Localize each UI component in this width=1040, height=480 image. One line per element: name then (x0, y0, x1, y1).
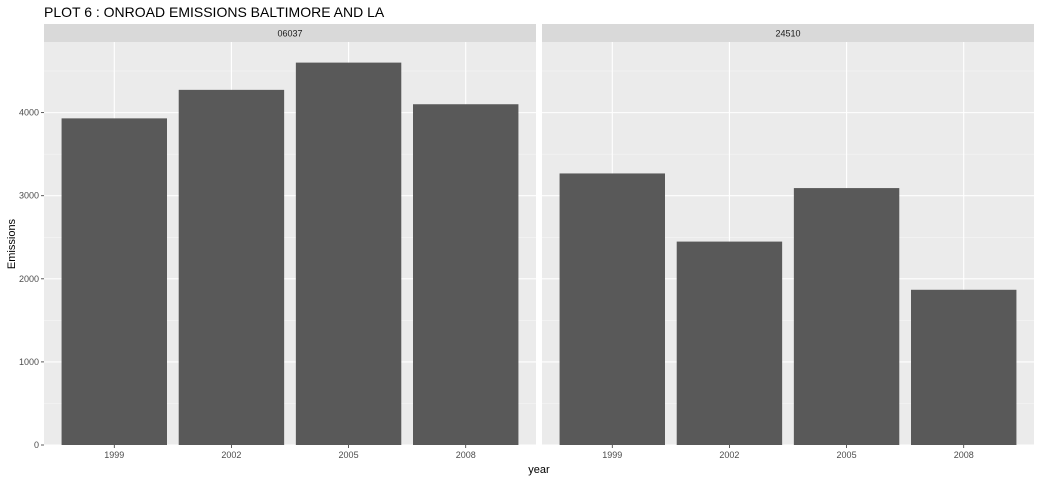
x-tick-label: 1999 (104, 450, 124, 460)
facet-strip (44, 24, 536, 42)
y-tick-label: 3000 (19, 191, 39, 201)
y-tick-label: 1000 (19, 357, 39, 367)
plot-area: 06037 1999 2002 2005 2008 24510 1999 2002 2005 20… (19, 24, 1034, 460)
x-tick-label: 2008 (954, 450, 974, 460)
y-tick-label: 0 (34, 440, 39, 450)
bar-24510-1999 (559, 173, 665, 445)
x-tick-label: 2005 (837, 450, 857, 460)
x-tick-label: 2002 (221, 450, 241, 460)
bar-06037-2005 (295, 62, 402, 446)
x-tick-label: 2005 (339, 450, 359, 460)
facet-strip-label: 06037 (277, 29, 302, 39)
x-tick-label: 1999 (602, 450, 622, 460)
y-tick-label: 2000 (19, 274, 39, 284)
y-tick-label: 4000 (19, 108, 39, 118)
y-axis-title: Emissions (6, 218, 18, 269)
chart-title: PLOT 6 : ONROAD EMISSIONS BALTIMORE AND … (44, 4, 385, 20)
bar-24510-2005 (793, 188, 900, 445)
facet-strip-label: 24510 (775, 29, 800, 39)
x-tick-label: 2008 (456, 450, 476, 460)
bar-06037-1999 (61, 118, 168, 445)
bar-24510-2002 (676, 241, 783, 445)
bar-06037-2008 (413, 104, 519, 445)
facet-strip (542, 24, 1034, 42)
x-axis-title: year (528, 464, 550, 476)
bar-06037-2002 (178, 89, 285, 445)
bar-24510-2008 (911, 289, 1017, 445)
x-tick-label: 2002 (719, 450, 739, 460)
